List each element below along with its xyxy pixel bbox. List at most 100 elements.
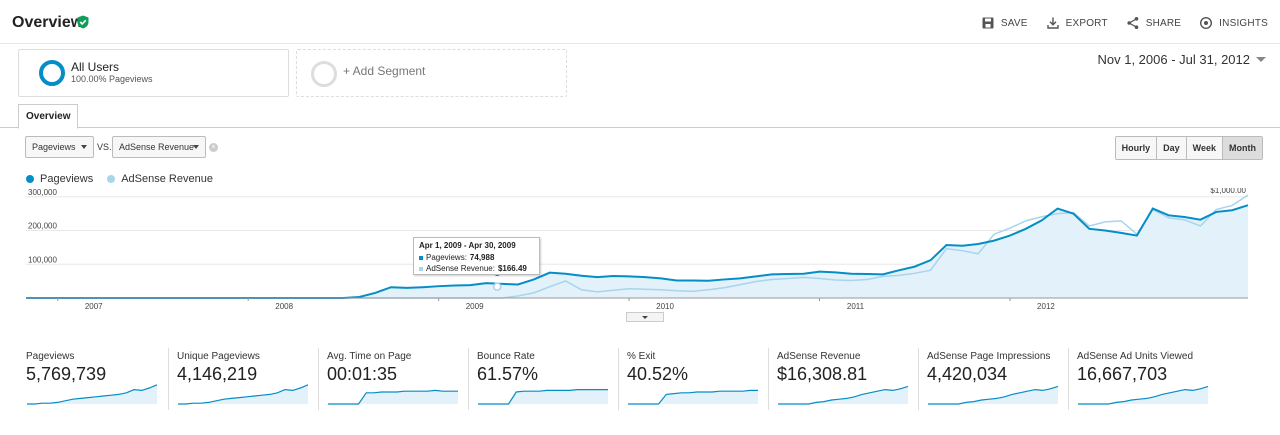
report-tabs: Overview <box>0 104 1280 129</box>
tooltip-row-label: AdSense Revenue: <box>426 264 495 273</box>
scorecard-label: % Exit <box>627 351 656 362</box>
share-icon <box>1127 17 1139 29</box>
scorecard-row: Pageviews 5,769,739 Unique Pageviews 4,146,… <box>18 348 1218 410</box>
sparkline-chart <box>178 384 309 405</box>
scorecard-value: 5,769,739 <box>26 364 107 384</box>
scorecard-value: $16,308.81 <box>777 364 868 384</box>
tab-overview[interactable]: Overview <box>18 104 79 129</box>
tooltip-title: Apr 1, 2009 - Apr 30, 2009 <box>419 241 516 250</box>
sparkline-line <box>628 389 758 405</box>
chart-collapse-toggle[interactable] <box>626 312 664 322</box>
sparkline-line <box>178 384 309 405</box>
sparkline-area <box>778 386 908 404</box>
scorecard-value: 00:01:35 <box>327 364 398 384</box>
add-segment-button[interactable]: + Add Segment <box>296 49 567 97</box>
legend-item-adsense-revenue[interactable]: AdSense Revenue <box>107 173 213 185</box>
report-toolbar: SAVE EXPORT SHARE INSIGHTS <box>981 16 1268 30</box>
share-label: SHARE <box>1145 17 1182 29</box>
sparkline-chart <box>1078 385 1209 405</box>
y-left-tick-label: 100,000 <box>28 255 57 264</box>
sparkline-area <box>628 390 758 404</box>
sparkline-area <box>178 384 308 404</box>
save-button[interactable]: SAVE <box>981 16 1028 30</box>
granularity-week-button[interactable]: Week <box>1186 137 1223 159</box>
scorecard-adsense-revenue[interactable]: AdSense Revenue $16,308.81 <box>768 348 918 410</box>
x-tick-label: 2011 <box>847 302 865 311</box>
insights-label: INSIGHTS <box>1219 17 1268 29</box>
segment-all-users[interactable]: All Users 100.00% Pageviews <box>18 49 289 97</box>
secondary-metric-select[interactable]: AdSense Revenue <box>112 136 206 158</box>
sparkline-line <box>27 384 158 405</box>
granularity-month-button[interactable]: Month <box>1223 137 1262 159</box>
sparkline-chart <box>328 389 458 405</box>
tooltip-swatch-icon <box>419 255 423 260</box>
sparkline-area <box>27 384 157 404</box>
granularity-hourly-button[interactable]: Hourly <box>1115 137 1158 159</box>
scorecard-bounce-rate[interactable]: Bounce Rate 61.57% <box>468 348 618 410</box>
scorecard-label: Bounce Rate <box>477 351 535 362</box>
legend-dot-icon <box>107 175 116 183</box>
scorecard-label: AdSense Ad Units Viewed <box>1077 351 1194 362</box>
tooltip-row-pageviews: Pageviews: 74,988 <box>419 252 534 263</box>
sparkline-chart <box>928 385 1059 405</box>
sparkline-area <box>478 389 608 404</box>
scorecard-avg-time-on-page[interactable]: Avg. Time on Page 00:01:35 <box>318 348 468 410</box>
insights-icon <box>1200 16 1213 30</box>
export-label: EXPORT <box>1065 17 1108 29</box>
scorecard-value: 40.52% <box>627 364 689 384</box>
add-segment-label: + Add Segment <box>343 64 426 78</box>
sparkline-line <box>778 385 909 405</box>
x-tick-label: 2010 <box>656 302 674 311</box>
dropdown-caret-icon <box>193 145 199 149</box>
chart-tooltip: Apr 1, 2009 - Apr 30, 2009 Pageviews: 74… <box>413 237 540 275</box>
save-label: SAVE <box>1000 17 1028 29</box>
scorecard-value: 16,667,703 <box>1077 364 1168 384</box>
scorecard-value: 61.57% <box>477 364 539 384</box>
sparkline-line <box>1078 385 1209 405</box>
granularity-toggle: Hourly Day Week Month <box>1114 136 1263 160</box>
x-tick-label: 2009 <box>466 302 484 311</box>
share-button[interactable]: SHARE <box>1126 16 1181 30</box>
sparkline-chart <box>478 389 608 405</box>
date-range-picker[interactable]: Nov 1, 2006 - Jul 31, 2012 <box>1097 52 1266 67</box>
sparkline-area <box>928 386 1058 404</box>
scorecard-value: 4,420,034 <box>927 364 1008 384</box>
empty-segment-ring-icon <box>311 61 337 87</box>
granularity-day-button[interactable]: Day <box>1157 137 1187 159</box>
x-tick-label: 2008 <box>275 302 293 311</box>
sparkline-line <box>478 389 608 405</box>
legend-item-pageviews[interactable]: Pageviews <box>26 173 93 185</box>
tooltip-row-label: Pageviews: <box>426 253 467 262</box>
export-button[interactable]: EXPORT <box>1046 16 1108 30</box>
sparkline-line <box>928 385 1059 405</box>
export-icon <box>1046 17 1059 29</box>
date-range-text: Nov 1, 2006 - Jul 31, 2012 <box>1097 52 1251 67</box>
insights-button[interactable]: INSIGHTS <box>1199 16 1268 30</box>
secondary-metric-label: AdSense Revenue <box>119 142 195 152</box>
sparkline-area <box>1078 386 1208 404</box>
scorecard-label: AdSense Revenue <box>777 351 861 362</box>
legend-dot-icon <box>26 175 34 183</box>
vs-label: VS. <box>97 142 112 152</box>
scorecard-pageviews[interactable]: Pageviews 5,769,739 <box>18 348 168 410</box>
report-header: Overview SAVE EXPORT SHARE INSIGHTS <box>0 0 1280 44</box>
sparkline-chart <box>27 384 158 405</box>
timeline-chart[interactable]: 100,000200,000300,000$500.00$1,000.00200… <box>0 188 1280 312</box>
scorecard-adsense-page-impressions[interactable]: AdSense Page Impressions 4,420,034 <box>918 348 1068 410</box>
x-tick-label: 2012 <box>1037 302 1055 311</box>
sparkline-line <box>328 389 458 405</box>
y-left-tick-label: 300,000 <box>28 188 57 197</box>
remove-metric-icon[interactable]: × <box>209 143 218 152</box>
y-right-tick-label: $1,000.00 <box>1210 188 1246 195</box>
dropdown-caret-icon <box>81 145 87 149</box>
scorecard-unique-pageviews[interactable]: Unique Pageviews 4,146,219 <box>168 348 318 410</box>
chart-legend: Pageviews AdSense Revenue <box>26 173 213 185</box>
scorecard-value: 4,146,219 <box>177 364 258 384</box>
scorecard--exit[interactable]: % Exit 40.52% <box>618 348 768 410</box>
tooltip-swatch-icon <box>419 266 423 271</box>
page-title: Overview <box>12 14 84 31</box>
primary-metric-select[interactable]: Pageviews <box>25 136 94 158</box>
verified-shield-icon <box>77 15 89 29</box>
hover-point-revenue[interactable] <box>492 282 502 291</box>
scorecard-adsense-ad-units-viewed[interactable]: AdSense Ad Units Viewed 16,667,703 <box>1068 348 1218 410</box>
